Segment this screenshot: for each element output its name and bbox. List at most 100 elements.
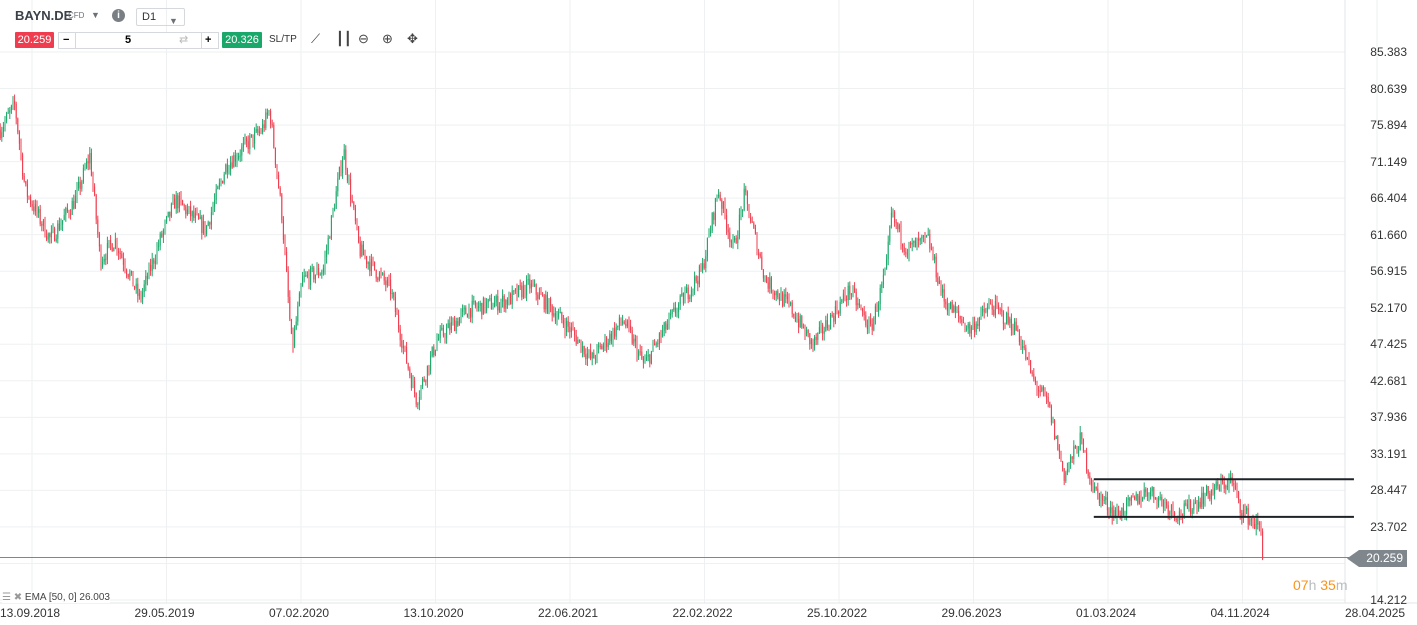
candle-body	[1026, 357, 1028, 360]
candle-body	[673, 307, 675, 310]
candle-body	[1081, 432, 1083, 440]
candle-body	[876, 306, 878, 312]
candle-body	[233, 155, 235, 168]
zoom-in-icon[interactable]: ⊕	[382, 31, 393, 46]
candle-body	[350, 179, 352, 200]
candle-body	[58, 223, 60, 230]
candle-body	[434, 349, 436, 356]
candle-body	[564, 324, 566, 333]
candle-body	[1258, 523, 1260, 525]
candle-body	[79, 181, 81, 189]
zoom-out-icon[interactable]: ⊖	[358, 31, 369, 46]
candle-body	[839, 302, 841, 314]
candle-body	[146, 275, 148, 279]
candle-body	[620, 317, 622, 323]
candle-body	[126, 269, 128, 275]
candle-body	[465, 307, 467, 315]
candle-body	[606, 337, 608, 348]
candle-body	[705, 256, 707, 269]
candle-body	[1209, 493, 1211, 500]
candle-body	[1028, 357, 1030, 361]
candle-body	[878, 304, 880, 312]
candle-body	[618, 317, 620, 326]
minus-icon[interactable]: −	[63, 34, 70, 46]
candle-body	[74, 196, 76, 209]
candle-body	[482, 297, 484, 315]
candle-body	[180, 195, 182, 201]
candle-body	[718, 194, 720, 197]
candle-body	[1034, 378, 1036, 383]
candle-body	[25, 181, 27, 184]
candle-body	[977, 323, 979, 326]
candle-body	[54, 228, 56, 242]
candle-body	[169, 211, 171, 217]
candle-body	[930, 248, 932, 250]
candle-body	[1230, 476, 1232, 479]
candle-body	[969, 323, 971, 334]
candle-body	[1161, 497, 1163, 501]
candle-body	[654, 343, 656, 346]
candle-body	[935, 256, 937, 278]
quantity-stepper[interactable]: − 5 ⇄ +	[58, 32, 219, 49]
timeframe-select[interactable]: D1 ▼	[136, 8, 185, 26]
candle-body	[1025, 347, 1027, 360]
candle-body	[263, 124, 265, 129]
candle-body	[1188, 499, 1190, 509]
candle-body	[601, 346, 603, 350]
candle-body	[476, 305, 478, 309]
candle-body	[868, 319, 870, 330]
candle-body	[910, 242, 912, 245]
close-icon[interactable]: ✖	[13, 592, 23, 603]
x-tick-label: 01.03.2024	[1076, 606, 1137, 620]
symbol-name[interactable]: BAYN.DE	[15, 8, 73, 23]
x-tick-label: 28.04.2025	[1345, 606, 1406, 620]
y-tick-label: 42.681	[1370, 373, 1407, 388]
candle-body	[49, 233, 51, 238]
candle-body	[394, 297, 396, 312]
candle-body	[247, 141, 249, 149]
candle-body	[193, 211, 195, 218]
candle-body	[956, 310, 958, 312]
candle-body	[1175, 518, 1177, 521]
sltp-button[interactable]: SL/TP	[269, 34, 297, 45]
candle-body	[338, 166, 340, 179]
y-tick-label: 47.425	[1370, 337, 1407, 352]
candle-body	[655, 343, 657, 346]
candle-body	[137, 283, 139, 296]
quantity-input[interactable]: 5	[125, 34, 132, 46]
candle-body	[710, 230, 712, 234]
candle-body	[524, 285, 526, 296]
line-chart-icon[interactable]: ⟋	[311, 31, 321, 46]
candle-body	[689, 297, 691, 300]
candle-body	[212, 206, 214, 213]
chevron-down-icon[interactable]: ▼	[91, 10, 100, 20]
candle-body	[543, 295, 545, 310]
buy-button[interactable]: 20.326	[222, 32, 262, 48]
candle-body	[492, 307, 494, 310]
swap-icon[interactable]: ⇄	[179, 34, 189, 46]
candle-body	[145, 275, 147, 285]
candle-body	[746, 192, 748, 205]
candle-body	[1121, 507, 1123, 519]
candle-body	[348, 179, 350, 181]
candle-body	[217, 186, 219, 189]
info-icon[interactable]: i	[112, 9, 125, 22]
settings-icon[interactable]: ☰	[2, 592, 11, 603]
candlestick-icon[interactable]: ┃┃	[336, 31, 352, 46]
candle-body	[993, 309, 995, 315]
candle-body	[751, 221, 753, 223]
instrument-type: CFD	[68, 11, 85, 20]
candle-body	[922, 235, 924, 237]
candle-body	[841, 300, 843, 303]
candle-body	[433, 346, 435, 356]
plus-icon[interactable]: +	[205, 34, 212, 46]
candle-body	[890, 212, 892, 227]
candle-body	[511, 290, 513, 305]
move-icon[interactable]: ✥	[407, 31, 418, 46]
candle-body	[1255, 519, 1257, 529]
candle-body	[575, 335, 577, 344]
candle-body	[521, 285, 523, 298]
sell-button[interactable]: 20.259	[15, 32, 54, 48]
candle-body	[463, 307, 465, 310]
